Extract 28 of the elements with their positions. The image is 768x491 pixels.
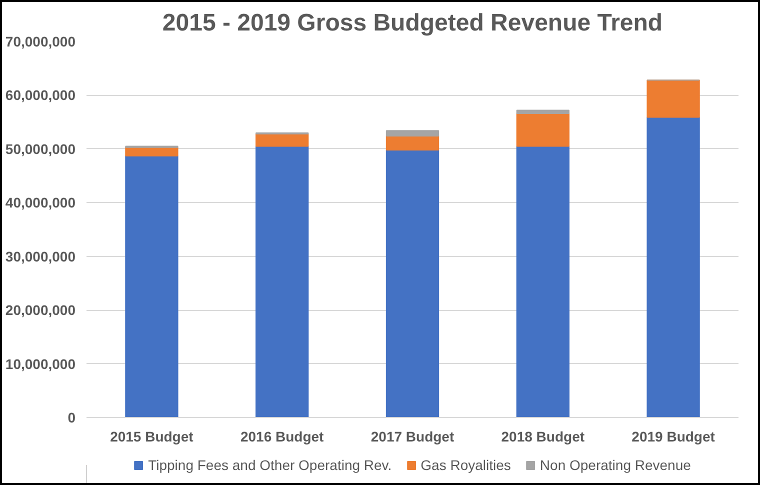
bar	[386, 136, 440, 151]
x-tick-label: 2019 Budget	[632, 428, 716, 444]
x-tick-label: 2018 Budget	[501, 428, 585, 444]
y-tick-label: 40,000,000	[5, 194, 76, 211]
bar	[125, 155, 178, 418]
bar	[256, 146, 309, 418]
bar	[256, 133, 309, 147]
bar	[646, 80, 700, 118]
y-tick-label: 70,000,000	[5, 34, 76, 50]
x-tick-label: 2015 Budget	[110, 428, 194, 444]
bar	[386, 130, 440, 137]
x-tick-label: 2017 Budget	[370, 428, 454, 444]
legend-label: Gas Royalities	[420, 457, 511, 473]
bar	[516, 112, 570, 147]
y-tick-label: 0	[68, 410, 76, 426]
chart-title: 2015 - 2019 Gross Budgeted Revenue Trend	[162, 10, 663, 36]
x-tick-label: 2016 Budget	[240, 428, 324, 444]
legend-label: Non Operating Revenue	[540, 457, 691, 473]
bar	[386, 150, 440, 418]
bar	[646, 116, 700, 418]
legend-label: Tipping Fees and Other Operating Rev.	[148, 457, 392, 473]
y-tick-label: 20,000,000	[5, 302, 76, 318]
y-tick-label: 50,000,000	[5, 140, 76, 157]
y-tick-label: 10,000,000	[5, 356, 76, 372]
y-tick-label: 30,000,000	[5, 248, 76, 264]
bar	[516, 146, 570, 418]
y-tick-label: 60,000,000	[5, 87, 76, 104]
bar	[516, 110, 570, 114]
